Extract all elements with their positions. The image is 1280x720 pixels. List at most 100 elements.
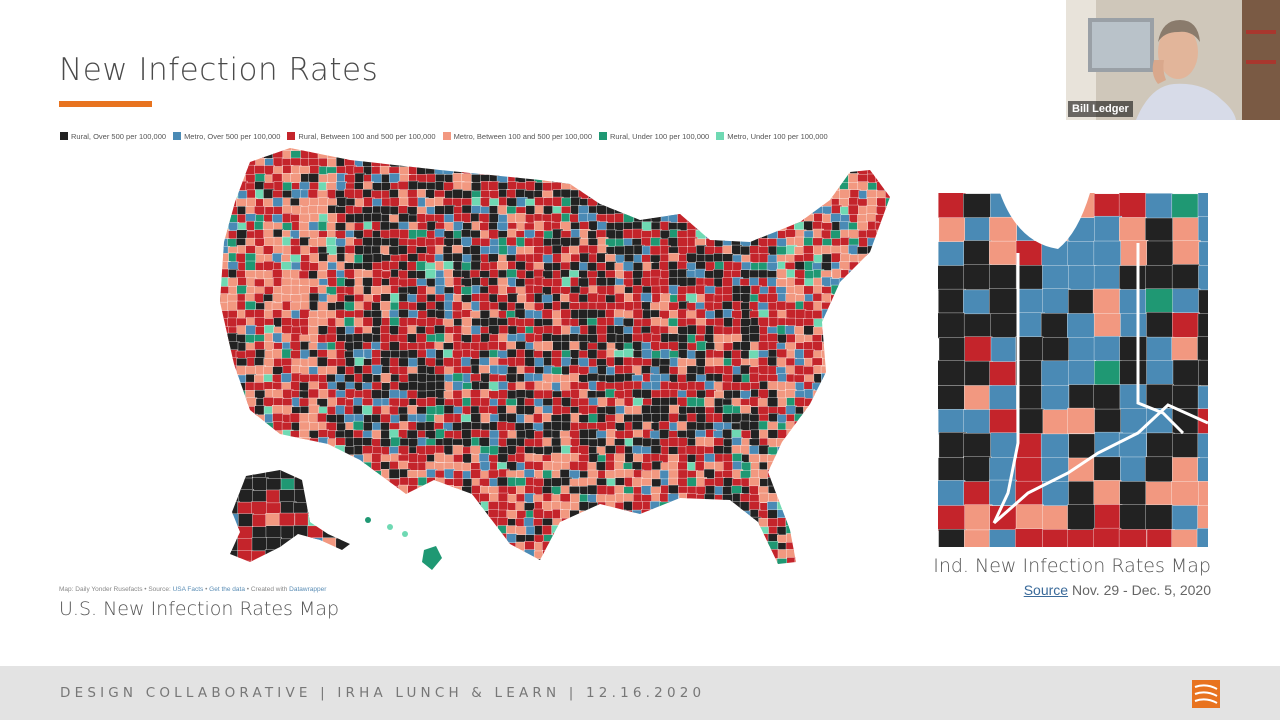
county-cell <box>515 149 526 160</box>
county-cell <box>461 429 473 440</box>
county-cell <box>678 148 690 152</box>
county-cell <box>254 446 266 457</box>
county-cell <box>498 549 510 560</box>
county-cell <box>883 254 890 265</box>
county-cell <box>894 342 900 352</box>
county-cell <box>352 420 364 431</box>
county-cell <box>569 541 581 552</box>
county-cell <box>579 148 591 152</box>
county-cell <box>866 430 877 441</box>
county-cell <box>220 317 230 328</box>
county-cell <box>435 574 446 582</box>
county-cell <box>434 277 446 287</box>
county-cell <box>229 566 240 576</box>
county-cell <box>471 541 483 552</box>
county-cell <box>667 509 679 520</box>
county-cell <box>866 477 878 487</box>
county-cell <box>767 212 779 223</box>
county-cell <box>838 477 850 488</box>
county-cell <box>506 413 517 423</box>
county-cell <box>220 277 221 288</box>
county-cell <box>399 229 411 240</box>
county-cell <box>470 549 481 559</box>
county-cell <box>220 158 230 169</box>
county-cell <box>220 317 222 328</box>
county-cell <box>732 156 744 167</box>
county-cell <box>301 565 312 575</box>
county-cell <box>246 429 258 440</box>
legend-label: Metro, Between 100 and 500 per 100,000 <box>453 131 592 141</box>
county-cell <box>865 518 877 528</box>
county-cell <box>371 389 383 400</box>
county-cell <box>758 492 770 503</box>
county-cell <box>795 477 806 488</box>
county-cell <box>210 166 226 180</box>
county-cell <box>606 166 618 177</box>
county-cell <box>452 516 464 527</box>
county-cell <box>444 204 456 215</box>
county-cell <box>524 549 536 560</box>
county-cell <box>379 142 395 156</box>
county-cell <box>895 227 900 241</box>
county-cell <box>839 509 851 520</box>
county-cell <box>713 533 724 544</box>
county-cell <box>895 542 900 552</box>
county-cell <box>589 155 605 169</box>
county-cell <box>869 143 885 157</box>
county-cell <box>236 461 248 472</box>
county-cell <box>895 277 900 287</box>
county-cell <box>587 150 599 161</box>
county-cell <box>884 326 890 337</box>
county-cell <box>742 191 758 205</box>
county-cell <box>443 405 455 415</box>
county-cell <box>696 157 708 168</box>
county-cell <box>885 342 890 353</box>
county-cell <box>857 293 869 303</box>
county-cell <box>838 357 850 367</box>
county-cell <box>210 143 220 153</box>
county-cell <box>722 524 734 535</box>
county-cell <box>523 517 535 528</box>
county-cell <box>776 198 788 209</box>
county-cell <box>389 317 401 327</box>
county-cell <box>506 533 518 544</box>
county-cell <box>573 143 589 157</box>
county-cell <box>220 510 222 521</box>
county-cell <box>869 298 885 312</box>
county-cell <box>677 174 688 185</box>
county-cell <box>588 567 599 577</box>
county-cell <box>569 174 581 185</box>
county-cell <box>848 549 860 560</box>
county-cell <box>633 189 645 200</box>
county-cell <box>700 179 716 193</box>
county-cell <box>623 574 634 582</box>
county-cell <box>426 510 438 521</box>
county-cell <box>722 205 733 216</box>
county-cell <box>587 484 599 495</box>
county-cell <box>704 221 715 232</box>
county-cell <box>804 517 816 528</box>
county-cell <box>803 181 815 192</box>
county-cell <box>579 574 590 582</box>
county-cell <box>713 150 725 161</box>
county-cell <box>354 517 366 528</box>
county-cell <box>831 501 843 512</box>
county-cell <box>407 525 419 536</box>
county-cell <box>371 470 382 481</box>
county-cell <box>794 349 806 360</box>
county-cell <box>686 549 698 560</box>
county-cell <box>569 261 581 272</box>
county-cell <box>875 237 887 247</box>
county-cell <box>795 502 807 513</box>
county-cell <box>723 180 735 191</box>
county-cell <box>876 422 888 433</box>
county-cell <box>785 293 797 304</box>
county-cell <box>533 461 545 472</box>
county-cell <box>254 453 266 464</box>
county-cell <box>740 575 751 582</box>
county-cell <box>460 148 472 152</box>
county-cell <box>750 574 761 582</box>
county-cell <box>875 453 887 464</box>
county-cell <box>849 301 861 312</box>
county-cell <box>220 452 231 463</box>
